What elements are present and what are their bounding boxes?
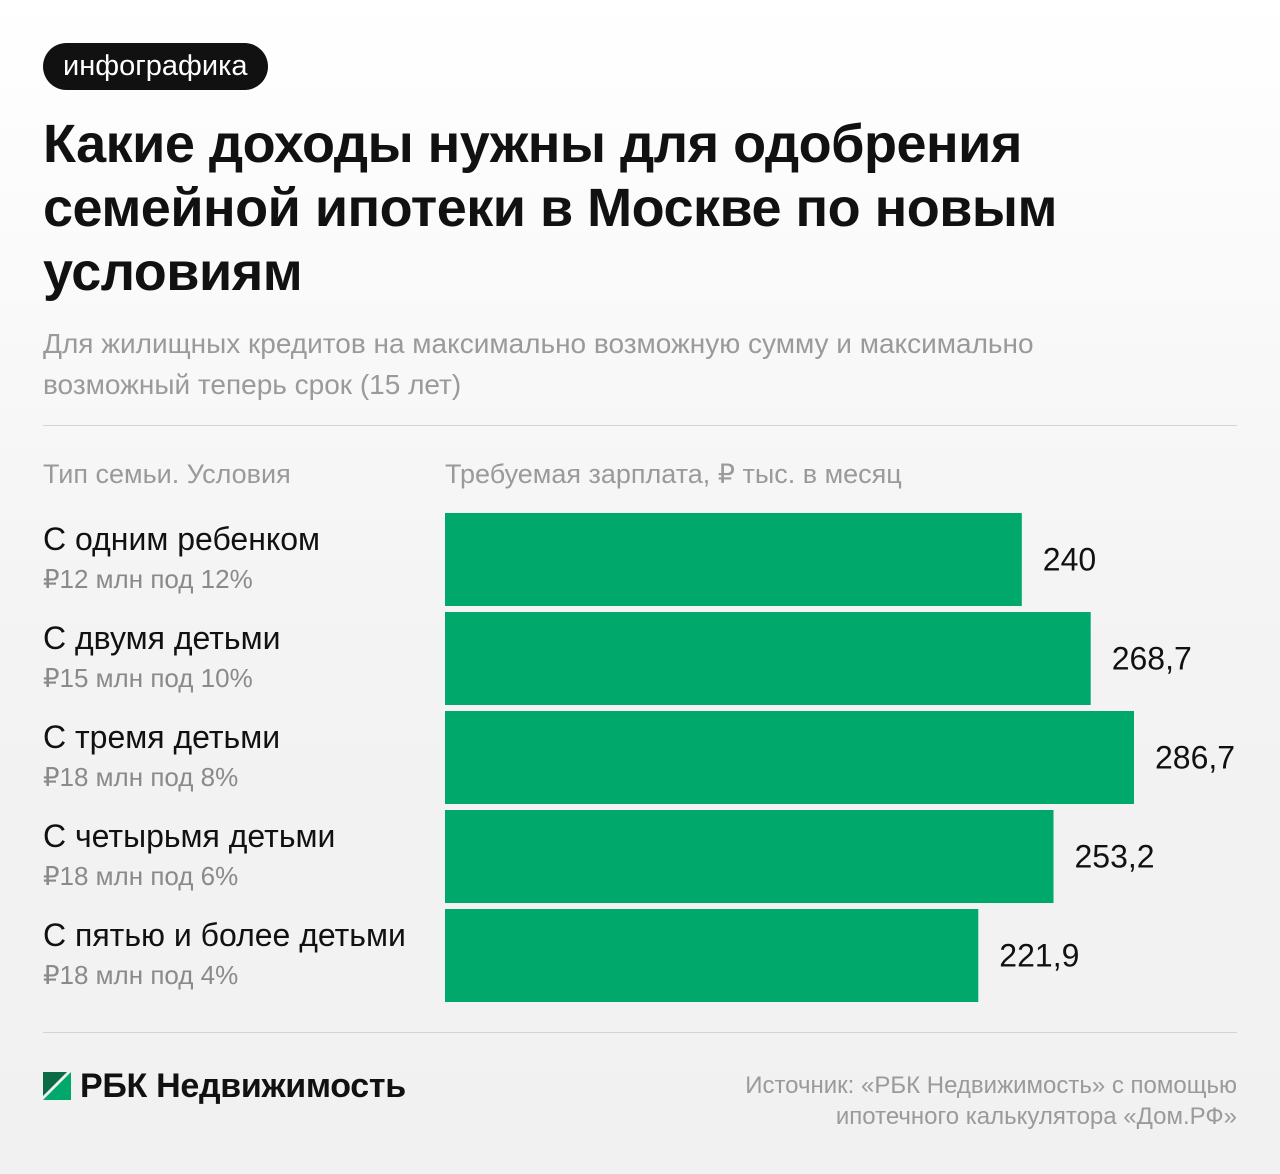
chart-subtitle: Для жилищных кредитов на максимально воз… [43,323,1223,405]
title-line: условиям [43,242,303,302]
bar-value-label: 286,7 [1155,740,1235,776]
brand-logo: РБК Недвижимость [43,1066,406,1106]
title-line: Какие доходы нужны для одобрения [43,114,1022,174]
category-condition: ₽12 млн под 12% [43,564,253,594]
category-label: С пятью и более детьми [43,917,406,953]
bottom-divider [43,1032,1237,1033]
category-column-header: Тип семьи. Условия [43,459,291,489]
category-condition: ₽18 млн под 4% [43,960,239,990]
category-condition: ₽18 млн под 6% [43,861,239,891]
bar-value-label: 221,9 [999,938,1079,974]
bar-value-label: 240 [1043,542,1096,578]
category-condition: ₽18 млн под 8% [43,762,239,792]
rbc-logo-icon [43,1072,71,1100]
subtitle-line: Для жилищных кредитов на максимально воз… [43,328,1034,359]
brand-name: РБК Недвижимость [80,1066,406,1105]
subtitle-line: возможный теперь срок (15 лет) [43,369,462,400]
category-label: С двумя детьми [43,620,281,656]
bar [445,711,1134,804]
source-line: Источник: «РБК Недвижимость» с помощью [745,1072,1237,1099]
infographic-tag: инфографика [43,43,268,90]
bar-value-label: 253,2 [1075,839,1155,875]
bar [445,810,1054,903]
bar-value-label: 268,7 [1112,641,1192,677]
chart-title: Какие доходы нужны для одобрения семейно… [43,112,1193,304]
category-label: С четырьмя детьми [43,818,336,854]
bar [445,612,1091,705]
title-line: семейной ипотеки в Москве по новым [43,178,1057,238]
source-line: ипотечного калькулятора «Дом.РФ» [835,1103,1237,1130]
category-label: С тремя детьми [43,719,281,755]
top-divider [43,425,1237,426]
category-label: С одним ребенком [43,521,321,557]
source-note: Источник: «РБК Недвижимость» с помощью и… [597,1070,1237,1132]
bar [445,513,1022,606]
category-condition: ₽15 млн под 10% [43,663,253,693]
value-column-header: Требуемая зарплата, ₽ тыс. в месяц [445,459,902,489]
bar [445,909,979,1002]
